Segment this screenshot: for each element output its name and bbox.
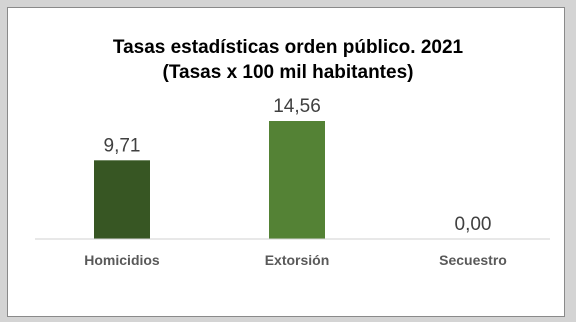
bar-homicidios (94, 160, 150, 239)
labels-layer: 9,71 Homicidios 14,56 Extorsión 0,00 Secuestr… (84, 96, 507, 268)
data-label-homicidios: 9,71 (104, 135, 141, 156)
chart-title: Tasas estadísticas orden público. 2021 (113, 37, 464, 58)
data-label-secuestro: 0,00 (455, 214, 492, 235)
category-label-secuestro: Secuestro (439, 252, 507, 268)
category-label-homicidios: Homicidios (84, 252, 160, 268)
chart-subtitle: (Tasas x 100 mil habitantes) (163, 62, 414, 83)
category-label-extorsión: Extorsión (265, 252, 330, 268)
bars-layer (94, 121, 325, 239)
data-label-extorsión: 14,56 (273, 96, 321, 117)
bar-extorsión (269, 121, 325, 239)
